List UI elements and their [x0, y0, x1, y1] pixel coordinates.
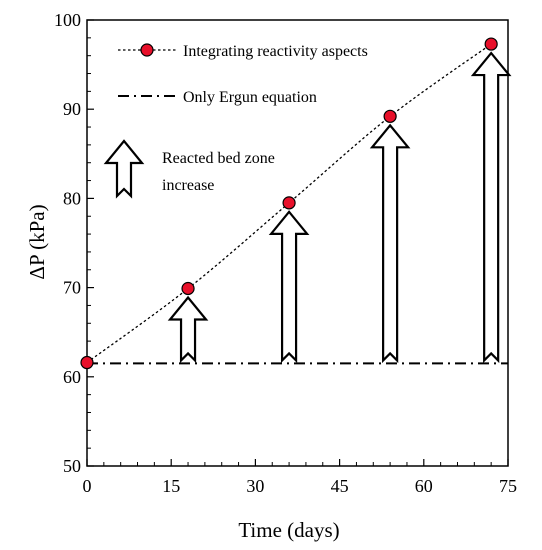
legend: Integrating reactivity aspects Only Ergu…	[118, 43, 368, 106]
y-axis-title: ΔP (kPa)	[25, 204, 49, 279]
x-tick-label: 0	[83, 476, 92, 496]
reacted-zone-arrow	[470, 51, 512, 364]
legend-label-1: Integrating reactivity aspects	[183, 43, 368, 60]
y-tick-label: 60	[63, 367, 81, 387]
data-point	[484, 37, 498, 51]
legend-marker-dot-1	[140, 43, 154, 57]
x-tick-label: 15	[162, 476, 180, 496]
ticks: 50 60 70 80 90 100 0 15 30 45 60 75	[54, 10, 517, 496]
plot-frame	[86, 19, 509, 467]
x-tick-label: 75	[499, 476, 517, 496]
data-point	[80, 355, 94, 370]
axes	[86, 19, 509, 467]
reactivity-points	[80, 37, 498, 370]
x-tick-label: 45	[331, 476, 349, 496]
y-tick-label: 50	[63, 456, 81, 476]
reacted-zone-arrow	[369, 123, 411, 364]
reacted-zone-arrows	[167, 51, 512, 364]
data-point	[282, 196, 296, 210]
annotation-text-line-2: increase	[162, 177, 214, 194]
x-tick-label: 30	[246, 476, 264, 496]
y-tick-label: 80	[63, 188, 81, 208]
x-axis-title: Time (days)	[238, 518, 339, 542]
y-tick-label: 100	[54, 10, 81, 30]
y-tick-label: 90	[63, 99, 81, 119]
annotation: Reacted bed zone increase	[103, 139, 275, 199]
reactivity-line-series	[86, 43, 492, 364]
data-point	[181, 281, 195, 296]
y-tick-label: 70	[63, 278, 81, 298]
data-point	[383, 109, 397, 123]
reacted-zone-arrow	[167, 295, 209, 364]
x-tick-label: 60	[415, 476, 433, 496]
legend-label-2: Only Ergun equation	[183, 89, 317, 106]
reacted-zone-arrow	[268, 210, 310, 364]
annotation-text-line-1: Reacted bed zone	[162, 150, 275, 167]
annotation-arrow-icon	[103, 139, 145, 199]
reactivity-curve	[86, 43, 492, 364]
